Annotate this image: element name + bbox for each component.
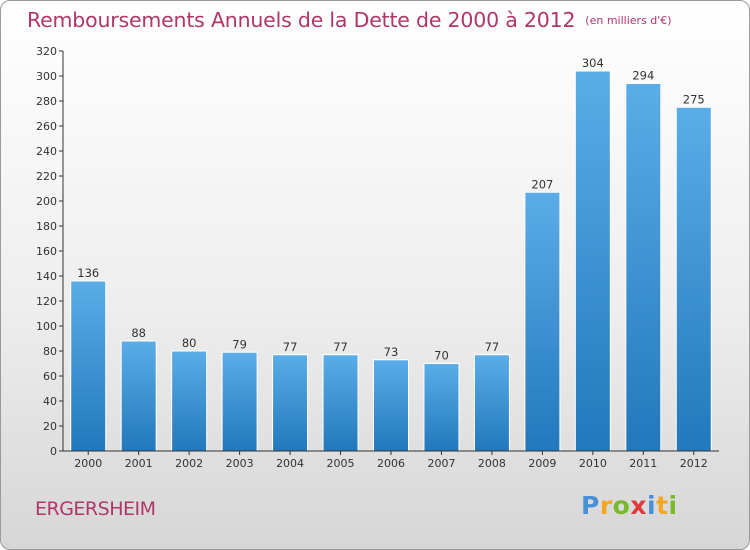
data-label-2003: 79 bbox=[232, 337, 247, 351]
bar-2011[interactable] bbox=[625, 83, 662, 452]
data-label-2007: 70 bbox=[434, 349, 449, 363]
y-tick-label: 20 bbox=[43, 420, 57, 433]
y-tick-label: 0 bbox=[50, 445, 57, 458]
x-tick-label: 2000 bbox=[74, 457, 102, 470]
data-label-2010: 304 bbox=[582, 56, 604, 70]
data-label-2011: 294 bbox=[632, 69, 654, 83]
bar-chart: 0 20 40 60 80 100 120 140 160 180 200 220 240 260 280 3… bbox=[36, 45, 719, 470]
x-tick-label: 2008 bbox=[478, 457, 506, 470]
y-tick-label: 160 bbox=[36, 245, 57, 258]
x-tick-label: 2010 bbox=[579, 457, 607, 470]
bar-2006[interactable] bbox=[373, 359, 409, 452]
chart-title: Remboursements Annuels de la Dette de 20… bbox=[27, 8, 576, 32]
data-label-2012: 275 bbox=[683, 92, 705, 106]
x-tick-label: 2003 bbox=[226, 457, 254, 470]
bar-2004[interactable] bbox=[272, 354, 309, 452]
bar-2010[interactable] bbox=[574, 70, 611, 452]
y-tick-label: 100 bbox=[36, 320, 57, 333]
data-label-2008: 77 bbox=[485, 340, 500, 354]
y-tick-label: 60 bbox=[43, 370, 57, 383]
y-tick-label: 240 bbox=[36, 145, 57, 158]
x-tick-label: 2005 bbox=[327, 457, 355, 470]
y-tick-label: 140 bbox=[36, 270, 57, 283]
y-tick-label: 80 bbox=[43, 345, 57, 358]
bar-2001[interactable] bbox=[120, 340, 157, 452]
commune-name: ERGERSHEIM bbox=[35, 498, 156, 520]
data-label-2002: 80 bbox=[182, 336, 197, 350]
x-tick-label: 2002 bbox=[175, 457, 203, 470]
bar-2012[interactable] bbox=[675, 106, 712, 452]
x-axis: 2000 2001 2002 2003 2004 2005 2006 2007 2008 2009… bbox=[63, 450, 719, 470]
x-tick-label: 2001 bbox=[125, 457, 153, 470]
y-tick-label: 320 bbox=[36, 45, 57, 58]
x-tick-label: 2011 bbox=[629, 457, 657, 470]
chart-subtitle: (en milliers d'€) bbox=[585, 14, 672, 27]
data-label-2004: 77 bbox=[283, 340, 298, 354]
bar-2009[interactable] bbox=[524, 191, 561, 452]
data-label-2006: 73 bbox=[384, 345, 399, 359]
y-tick-label: 260 bbox=[36, 120, 57, 133]
y-tick-label: 220 bbox=[36, 170, 57, 183]
bar-2008[interactable] bbox=[473, 354, 510, 452]
x-tick-label: 2004 bbox=[276, 457, 304, 470]
x-tick-label: 2007 bbox=[427, 457, 455, 470]
y-tick-label: 280 bbox=[36, 95, 57, 108]
bar-series: 136 88 80 79 77 77 73 70 77 207 304 294 275 bbox=[70, 56, 712, 452]
y-tick-label: 40 bbox=[43, 395, 57, 408]
proxiti-logo[interactable]: Proxiti bbox=[581, 491, 678, 520]
x-tick-label: 2012 bbox=[680, 457, 708, 470]
bar-2000[interactable] bbox=[70, 280, 107, 452]
data-label-2005: 77 bbox=[333, 340, 348, 354]
data-label-2009: 207 bbox=[531, 177, 553, 191]
data-label-2000: 136 bbox=[77, 266, 99, 280]
y-tick-label: 200 bbox=[36, 195, 57, 208]
x-tick-label: 2009 bbox=[528, 457, 556, 470]
y-axis: 0 20 40 60 80 100 120 140 160 180 200 220 240 260 280 3… bbox=[36, 45, 64, 458]
data-label-2001: 88 bbox=[131, 326, 146, 340]
bar-2007[interactable] bbox=[423, 363, 460, 452]
bar-2003[interactable] bbox=[221, 351, 258, 452]
x-tick-label: 2006 bbox=[377, 457, 405, 470]
y-tick-label: 300 bbox=[36, 70, 57, 83]
bar-2002[interactable] bbox=[171, 350, 208, 452]
y-tick-label: 180 bbox=[36, 220, 57, 233]
bar-2005[interactable] bbox=[322, 354, 359, 452]
y-tick-label: 120 bbox=[36, 295, 57, 308]
chart-header: Remboursements Annuels de la Dette de 20… bbox=[27, 8, 672, 32]
